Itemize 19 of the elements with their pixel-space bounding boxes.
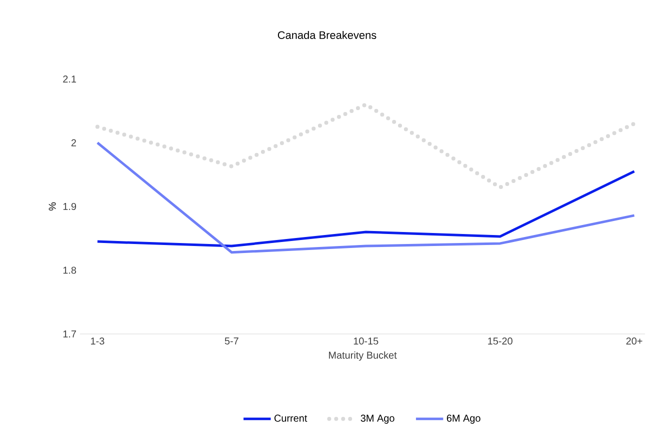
- x-tick-label: 1-3: [91, 338, 104, 345]
- x-tick-label: 10-15: [354, 338, 378, 345]
- y-tick-label: 2: [71, 139, 76, 146]
- y-tick-label: 1.8: [63, 266, 76, 274]
- legend-label: Current: [274, 414, 308, 422]
- y-tick-label: 2.1: [63, 76, 76, 82]
- y-tick-label: 1.7: [63, 330, 76, 338]
- legend-label: 6M Ago: [446, 414, 480, 424]
- x-axis-title: Maturity Bucket: [328, 351, 397, 361]
- legend-label: 3M Ago: [360, 414, 394, 424]
- y-axis-title: %: [48, 202, 56, 211]
- chart-title: Canada Breakevens: [278, 30, 376, 40]
- line-series: [95, 102, 636, 190]
- x-tick-label: 15-20: [488, 338, 512, 345]
- x-tick-label: 5-7: [224, 338, 238, 344]
- y-tick-label: 1.9: [63, 202, 76, 210]
- line-series: [96, 141, 636, 254]
- line-series: [96, 170, 636, 248]
- x-tick-label: 20+: [626, 338, 642, 345]
